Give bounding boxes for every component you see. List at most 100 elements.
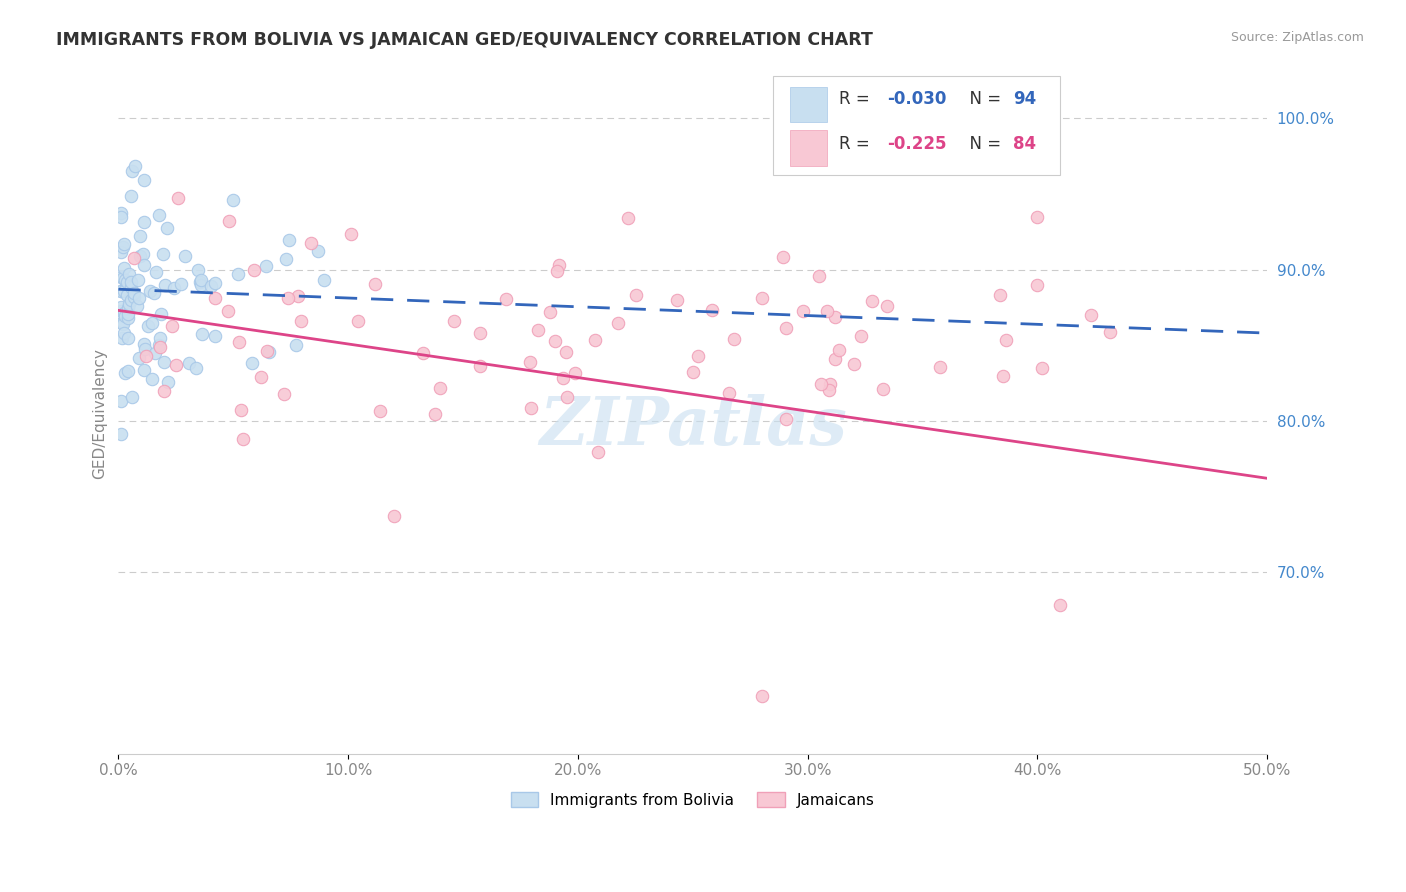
Point — [278, 233, 301, 247]
Point — [988, 288, 1011, 302]
Point — [124, 159, 146, 173]
Point — [117, 311, 139, 326]
Point — [250, 369, 273, 384]
Text: N =: N = — [959, 90, 1007, 108]
Y-axis label: GED/Equivalency: GED/Equivalency — [93, 348, 107, 479]
Point — [555, 390, 578, 404]
Point — [583, 334, 606, 348]
Point — [145, 265, 167, 279]
Point — [547, 258, 569, 272]
Point — [114, 306, 136, 320]
Text: -0.225: -0.225 — [887, 135, 946, 153]
Point — [624, 287, 647, 301]
Point — [254, 259, 277, 273]
Point — [149, 307, 172, 321]
Point — [228, 334, 250, 349]
Point — [117, 364, 139, 378]
Point — [544, 334, 567, 348]
Point — [807, 269, 830, 284]
Point — [112, 317, 135, 331]
Point — [340, 227, 363, 241]
Point — [792, 304, 814, 318]
Point — [191, 327, 214, 342]
Point — [929, 360, 952, 375]
Point — [546, 263, 568, 277]
Point — [527, 323, 550, 337]
Point — [204, 329, 226, 343]
Point — [468, 359, 491, 373]
Point — [121, 164, 143, 178]
Point — [425, 407, 447, 421]
Point — [412, 346, 434, 360]
Point — [1025, 278, 1047, 293]
Point — [232, 432, 254, 446]
Point — [128, 291, 150, 305]
Point — [110, 300, 132, 314]
Text: 94: 94 — [1014, 90, 1036, 108]
Point — [274, 252, 297, 267]
Point — [117, 331, 139, 345]
Point — [110, 427, 132, 442]
Point — [312, 273, 335, 287]
Point — [110, 205, 132, 219]
Point — [111, 316, 134, 330]
Point — [114, 310, 136, 324]
Point — [135, 349, 157, 363]
Point — [112, 261, 135, 276]
Point — [686, 349, 709, 363]
Point — [112, 271, 135, 285]
Point — [555, 345, 578, 359]
Point — [347, 313, 370, 327]
Point — [129, 228, 152, 243]
Point — [124, 285, 146, 300]
Text: R =: R = — [838, 90, 875, 108]
Point — [824, 352, 846, 367]
Point — [617, 211, 640, 226]
Point — [112, 237, 135, 252]
Point — [120, 189, 142, 203]
Point — [991, 369, 1014, 384]
Text: -0.030: -0.030 — [887, 90, 946, 108]
Point — [115, 288, 138, 302]
Point — [122, 251, 145, 265]
Point — [141, 316, 163, 330]
Point — [156, 220, 179, 235]
Point — [222, 194, 245, 208]
Point — [468, 326, 491, 341]
Point — [128, 351, 150, 365]
Point — [273, 386, 295, 401]
Point — [551, 371, 574, 385]
Text: N =: N = — [959, 135, 1007, 153]
Point — [218, 213, 240, 227]
Point — [364, 277, 387, 292]
Point — [167, 191, 190, 205]
Point — [187, 263, 209, 277]
Point — [110, 393, 132, 408]
Point — [152, 247, 174, 261]
Point — [117, 307, 139, 321]
Point — [257, 345, 280, 359]
Point — [818, 377, 841, 392]
Point — [1031, 360, 1053, 375]
Point — [817, 383, 839, 397]
Point — [231, 402, 253, 417]
Point — [860, 293, 883, 308]
Point — [1026, 210, 1049, 224]
Point — [117, 301, 139, 315]
Point — [290, 314, 312, 328]
Point — [141, 371, 163, 385]
Point — [152, 384, 174, 399]
Point — [702, 302, 724, 317]
Point — [110, 304, 132, 318]
Point — [132, 215, 155, 229]
Point — [1080, 309, 1102, 323]
Point — [844, 357, 866, 371]
Point — [564, 366, 586, 380]
Point — [165, 358, 187, 372]
Point — [284, 337, 307, 351]
Point — [751, 291, 773, 305]
Point — [876, 299, 898, 313]
Point — [368, 404, 391, 418]
Point — [114, 366, 136, 380]
Point — [851, 328, 873, 343]
